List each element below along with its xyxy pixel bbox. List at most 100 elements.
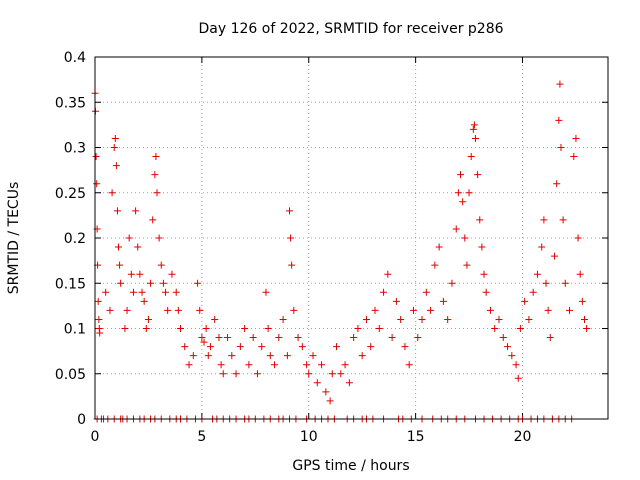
data-point xyxy=(168,270,176,278)
y-tick-label: 0.4 xyxy=(64,50,86,66)
x-tick-label: 0 xyxy=(91,429,100,445)
data-point xyxy=(96,329,104,337)
data-point xyxy=(215,334,223,342)
y-tick-label: 0.25 xyxy=(55,186,86,202)
data-point xyxy=(236,343,244,351)
data-point xyxy=(499,334,507,342)
y-tick-label: 0.3 xyxy=(64,141,86,157)
data-point xyxy=(294,334,302,342)
data-point xyxy=(574,234,582,242)
data-point xyxy=(469,125,477,133)
data-point xyxy=(427,306,435,314)
data-point xyxy=(138,288,146,296)
data-point xyxy=(93,180,101,188)
data-point xyxy=(354,325,362,332)
data-point xyxy=(94,297,102,305)
data-point xyxy=(362,315,370,323)
data-point xyxy=(467,153,475,161)
data-point xyxy=(123,306,131,314)
data-point xyxy=(538,243,546,251)
data-point xyxy=(576,270,584,278)
data-point xyxy=(480,270,488,278)
plot-frame xyxy=(94,56,609,420)
data-point xyxy=(525,315,533,323)
data-point xyxy=(149,216,157,224)
data-point xyxy=(144,315,152,323)
data-point xyxy=(553,180,561,188)
data-point xyxy=(544,306,552,314)
data-point xyxy=(557,144,565,151)
data-point xyxy=(108,189,116,197)
data-point xyxy=(566,306,574,314)
x-tick-label: 10 xyxy=(300,429,318,445)
y-tick-label: 0 xyxy=(77,412,86,428)
data-point xyxy=(185,361,193,369)
y-tick-label: 0.2 xyxy=(64,231,86,247)
data-point xyxy=(271,361,279,369)
data-point xyxy=(245,361,253,369)
data-point xyxy=(152,153,160,161)
data-point xyxy=(232,370,240,378)
data-point xyxy=(570,153,578,161)
data-point xyxy=(542,279,550,287)
data-point xyxy=(174,306,182,314)
data-point xyxy=(318,361,326,369)
data-point xyxy=(414,334,422,342)
data-point xyxy=(134,243,142,251)
data-point xyxy=(228,352,236,360)
data-point xyxy=(409,306,417,314)
data-point xyxy=(418,315,426,323)
data-point xyxy=(298,343,306,351)
data-point xyxy=(172,288,180,296)
data-point xyxy=(350,334,358,342)
data-point xyxy=(211,315,219,323)
data-point xyxy=(454,189,462,197)
data-point xyxy=(435,243,443,251)
data-point xyxy=(157,261,165,269)
data-point xyxy=(127,270,135,278)
data-point xyxy=(422,288,430,296)
data-point xyxy=(546,334,554,342)
y-tick-label: 0.1 xyxy=(64,322,86,338)
data-point xyxy=(521,297,529,305)
y-tick-label: 0.35 xyxy=(55,95,86,111)
data-point xyxy=(217,361,225,369)
data-point xyxy=(504,343,512,351)
data-point xyxy=(459,198,467,206)
data-point xyxy=(198,334,206,342)
data-point xyxy=(155,234,163,242)
axis-ticks: 0 0.05 0.1 0.15 0.2 0.25 0.3 0.35 0.4 0 5 10 15 20 xyxy=(55,50,608,445)
data-point xyxy=(401,343,409,351)
data-point xyxy=(561,279,569,287)
data-point xyxy=(491,325,499,332)
data-point xyxy=(162,288,170,296)
data-point xyxy=(486,306,494,314)
data-point xyxy=(164,306,172,314)
data-point xyxy=(471,134,479,142)
data-point xyxy=(253,370,261,378)
data-point xyxy=(288,261,296,269)
data-point xyxy=(159,279,167,287)
data-point xyxy=(397,315,405,323)
data-point xyxy=(151,171,159,179)
data-point xyxy=(559,216,567,224)
data-point xyxy=(578,297,586,305)
data-point xyxy=(514,374,522,382)
data-point xyxy=(196,306,204,314)
data-point xyxy=(533,270,541,278)
data-point xyxy=(303,361,311,369)
data-point xyxy=(206,343,214,351)
data-point xyxy=(116,261,124,269)
data-point xyxy=(529,288,537,296)
data-point xyxy=(439,297,447,305)
data-point xyxy=(202,325,210,332)
data-point xyxy=(392,297,400,305)
data-point xyxy=(337,370,345,378)
data-point xyxy=(147,279,155,287)
data-point xyxy=(249,334,257,342)
data-point xyxy=(262,288,270,296)
data-point xyxy=(313,379,321,387)
data-point xyxy=(465,189,473,197)
data-point xyxy=(258,343,266,351)
